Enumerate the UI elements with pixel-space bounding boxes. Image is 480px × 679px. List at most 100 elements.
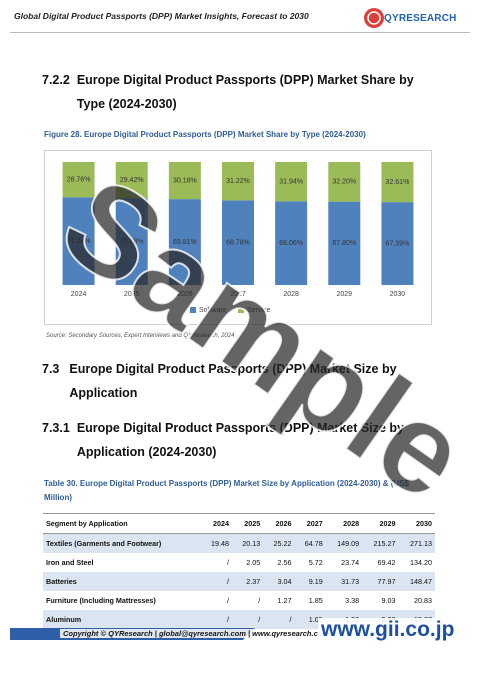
data-label: 31.94% — [279, 178, 303, 185]
footer-copyright: Copyright © QYResearch | global@qyresear… — [60, 629, 333, 638]
x-tick-label: 2026 — [177, 291, 193, 298]
x-tick-label: 2024 — [71, 291, 87, 298]
data-label: 32.20% — [332, 179, 356, 186]
table-cell: / — [263, 610, 295, 629]
figure-caption: Figure 28. Europe Digital Product Passpo… — [44, 130, 366, 139]
data-label: 32.61% — [386, 179, 410, 186]
row-label: Iron and Steel — [46, 558, 94, 567]
table-header-cell: 2029 — [362, 513, 399, 534]
bar-segment — [381, 202, 414, 285]
bar-segment — [222, 162, 254, 201]
figure-source: Source: Secondary Sources, Expert Interv… — [46, 333, 235, 339]
data-label: 68.06% — [279, 240, 303, 247]
table-header-cell: 2025 — [232, 513, 264, 534]
table-cell: 20.83 — [414, 596, 432, 605]
section-title: Europe Digital Product Passports (DPP) M… — [76, 73, 414, 111]
bar-segment — [168, 162, 201, 200]
logo: QYRESEARCH — [362, 6, 472, 30]
data-label: 67.39% — [386, 240, 410, 247]
x-tick-label: 2029 — [336, 291, 352, 298]
section-title: Europe Digital Product Passports (DPP) M… — [69, 362, 397, 400]
bar-segment — [115, 198, 148, 285]
bar-segment — [168, 199, 201, 285]
logo-text: QYRESEARCH — [384, 13, 457, 24]
table-header-cell: 2027 — [294, 513, 326, 534]
table-cell: 3.04 — [263, 572, 295, 591]
table-header-row: Segment by Application 2024 2025 2026 2027 20… — [43, 513, 435, 534]
data-label: 69.81% — [173, 239, 197, 246]
data-table: Segment by Application 2024 2025 2026 2027 20… — [43, 513, 435, 629]
table-cell: 5.72 — [308, 558, 323, 567]
section-heading: 7.2.2 Europe Digital Product Passports (… — [42, 68, 442, 116]
bar-segment — [275, 201, 308, 285]
bar-segment — [222, 200, 254, 285]
table-cell: 134.20 — [410, 558, 432, 567]
section-number: 7.2.2 — [42, 73, 70, 87]
table-row: Batteries/2.37 3.04 9.19 31.73 77.97 148.47 — [43, 572, 435, 591]
table-cell: 69.42 — [377, 558, 396, 567]
data-label: 68.78% — [226, 240, 250, 247]
table-cell: 9.03 — [381, 596, 396, 605]
bar-segment — [62, 162, 95, 198]
table-cell: 77.97 — [362, 572, 399, 591]
section-heading: 7.3 Europe Digital Product Passports (DP… — [42, 357, 442, 405]
table-header-cell: 2024 — [200, 513, 233, 534]
table-cell: 2.56 — [277, 558, 292, 567]
table-cell: 31.73 — [325, 572, 363, 591]
table-cell: 25.22 — [263, 533, 295, 553]
table-cell: 2.05 — [246, 558, 261, 567]
bar-segment — [275, 162, 308, 202]
header-rule — [10, 32, 470, 33]
row-label: Aluminum — [43, 610, 201, 629]
table-cell: 9.19 — [294, 572, 326, 591]
table-cell: 64.78 — [294, 533, 326, 553]
legend-swatch — [238, 307, 244, 313]
table-row: Iron and Steel / 2.05 2.56 5.72 23.74 69.42 134… — [43, 553, 435, 572]
table-cell: 271.13 — [398, 533, 435, 553]
table-cell: 2.37 — [232, 572, 264, 591]
table-cell: 215.27 — [362, 533, 399, 553]
table-cell: 1.27 — [277, 596, 292, 605]
legend-label: Service — [247, 307, 270, 314]
row-label: Furniture (Including Mattresses) — [46, 596, 156, 605]
table-cell: 1.85 — [308, 596, 323, 605]
data-label: 29.42% — [120, 177, 144, 184]
data-label: 30.18% — [173, 177, 197, 184]
data-label: 70.58% — [120, 238, 144, 245]
table-cell: / — [227, 596, 230, 605]
legend-swatch — [190, 307, 196, 313]
row-label: Batteries — [43, 572, 201, 591]
table-header-cell: 2028 — [325, 513, 363, 534]
table-header-cell: 2030 — [398, 513, 435, 534]
data-label: 31.22% — [226, 178, 250, 185]
table-header-cell: Segment by Application — [43, 513, 201, 534]
table-caption: Table 30. Europe Digital Product Passpor… — [44, 479, 409, 502]
x-tick-label: 2028 — [283, 291, 299, 298]
table-cell: / — [258, 596, 261, 605]
table-cell: 23.74 — [341, 558, 360, 567]
data-label: 67.80% — [332, 240, 356, 247]
x-tick-label: 2025 — [124, 291, 140, 298]
chart: 71.24% 28.76% 2024 70.58% 29.42% 2025 69.81% 30… — [44, 150, 432, 325]
table-header-cell: 2026 — [263, 513, 295, 534]
table-cell: 3.38 — [345, 596, 360, 605]
logo-globe — [364, 8, 384, 28]
header-title: Global Digital Product Passports (DPP) M… — [14, 11, 309, 21]
table-cell: 148.47 — [398, 572, 435, 591]
badge: www.gii.co.jp — [318, 618, 458, 642]
table-row: Furniture (Including Mattresses) / / 1.27 1.… — [43, 591, 435, 610]
table-cell: / — [200, 610, 233, 629]
table-cell: 19.48 — [200, 533, 233, 553]
section-number: 7.3.1 — [42, 421, 70, 435]
section-heading: 7.3.1 Europe Digital Product Passports (… — [42, 416, 442, 464]
bar-segment — [115, 162, 148, 199]
bar-segment — [62, 197, 95, 285]
table-cell: / — [232, 610, 264, 629]
section-number: 7.3 — [42, 362, 60, 376]
section-title: Europe Digital Product Passports (DPP) M… — [76, 421, 404, 459]
table-cell: 20.13 — [232, 533, 264, 553]
bar-segment — [381, 162, 414, 203]
table-cell: 1.05 — [294, 610, 326, 629]
legend-label: Software — [199, 307, 227, 314]
data-label: 28.76% — [67, 177, 91, 184]
